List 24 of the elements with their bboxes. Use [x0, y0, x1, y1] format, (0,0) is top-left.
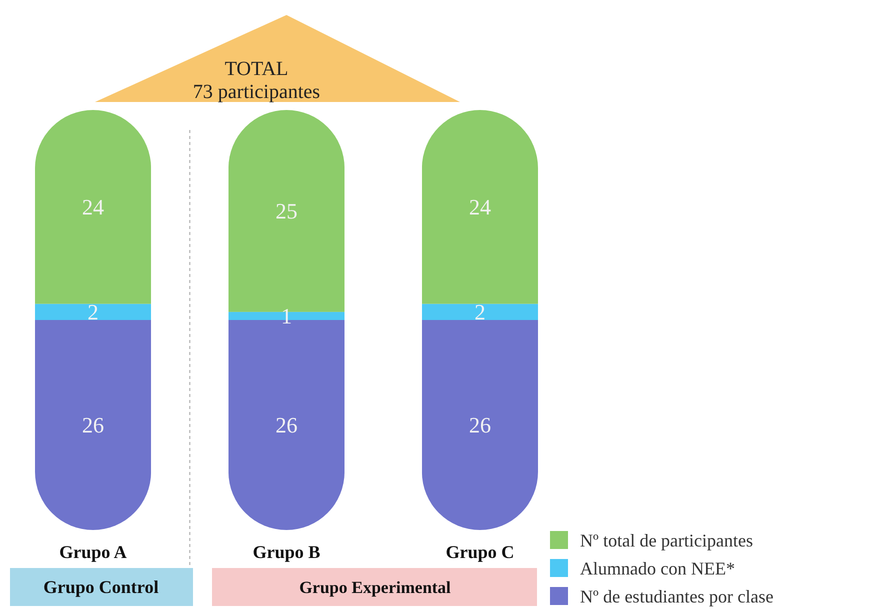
- x-tick-label: Grupo C: [446, 542, 514, 562]
- text: 73 participantes: [192, 81, 320, 103]
- legend-label: Alumnado con NEE*: [580, 558, 735, 578]
- bar: [422, 320, 538, 530]
- legend-label: Nº de estudiantes por clase: [580, 586, 774, 606]
- data-label: 2: [474, 300, 486, 325]
- data-label: 26: [468, 412, 491, 438]
- text: TOTAL: [224, 58, 288, 80]
- bar: [35, 304, 152, 320]
- text: Grupo Experimental: [299, 578, 452, 597]
- data-label: 26: [276, 412, 298, 438]
- text: Grupo Control: [43, 577, 159, 597]
- bar: [35, 110, 152, 304]
- bar: [422, 110, 538, 304]
- x-tick-label: Grupo A: [59, 542, 127, 562]
- data-label: 24: [82, 194, 104, 220]
- data-label: 2: [88, 300, 99, 325]
- bar: [35, 320, 152, 530]
- data-label: 25: [276, 198, 298, 224]
- legend-label: Nº total de participantes: [580, 530, 754, 550]
- data-label: 26: [82, 412, 104, 438]
- x-tick-label: Grupo B: [252, 542, 320, 562]
- bar: [422, 304, 538, 320]
- data-label: 24: [468, 194, 491, 220]
